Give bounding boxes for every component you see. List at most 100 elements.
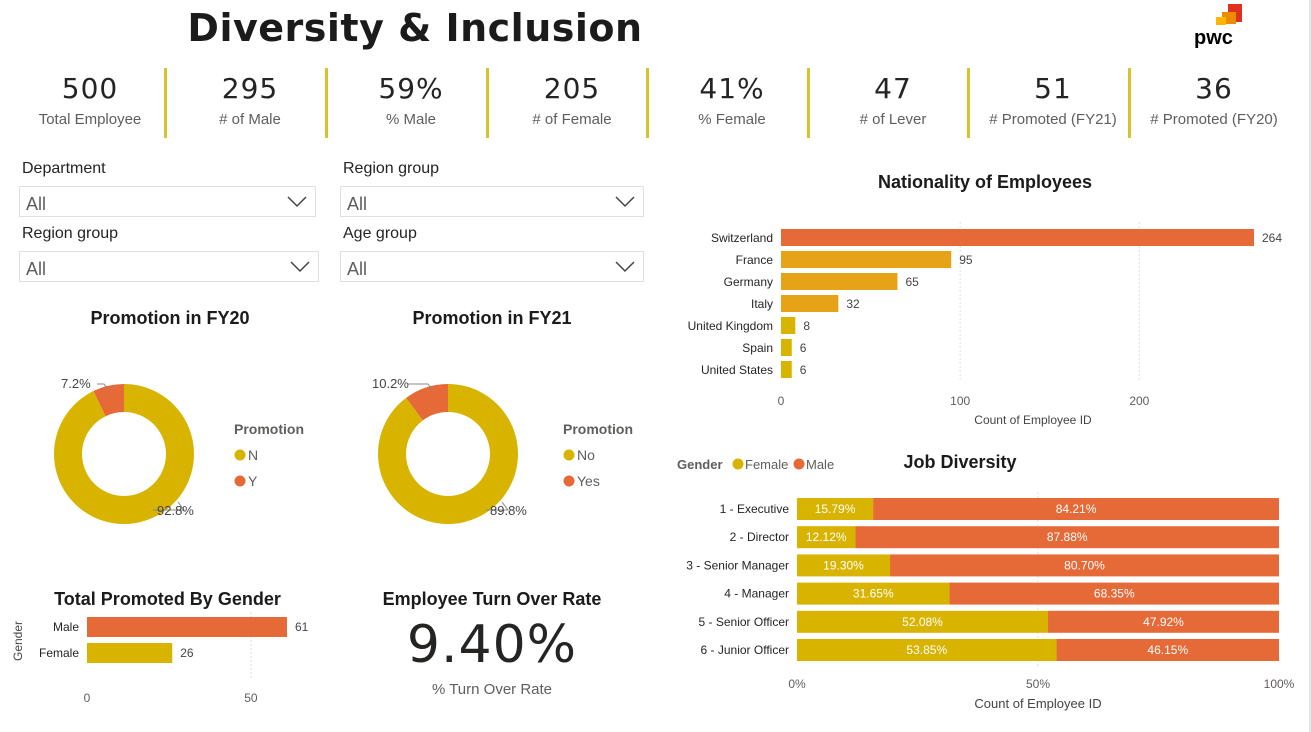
logo-text: pwc <box>1194 27 1233 49</box>
chevron-down-icon <box>290 261 310 273</box>
category-label: Italy <box>751 297 773 311</box>
kpi-label: Total Employee <box>38 111 142 128</box>
data-label: 8 <box>803 319 810 333</box>
data-label: 84.21% <box>1056 502 1097 516</box>
data-label: 15.79% <box>815 502 856 516</box>
kpi-label: # of Female <box>532 111 612 128</box>
kpi-separator <box>486 68 489 138</box>
x-axis-title: Count of Employee ID <box>974 413 1092 427</box>
category-label: Spain <box>742 341 773 355</box>
page-title: Diversity & Inclusion <box>187 6 643 50</box>
age-group-value: All <box>347 259 368 279</box>
data-label: 53.85% <box>906 643 947 657</box>
y-axis-title: Gender <box>11 621 25 661</box>
donut-slice-yes <box>406 384 448 421</box>
kpi-card: 59% % Male <box>331 72 491 128</box>
page-border <box>1309 0 1311 732</box>
age-group-dropdown[interactable]: All <box>340 251 644 282</box>
label-leader-line <box>97 383 109 391</box>
slicer-label-age-group: Age group <box>343 225 417 242</box>
donut-slice-y <box>93 384 124 417</box>
data-label: 80.70% <box>1064 558 1105 572</box>
kpi-value: 59% <box>378 72 444 105</box>
tick-label: 100 <box>950 394 970 408</box>
donut-slice-n <box>53 384 194 524</box>
category-label: 6 - Junior Officer <box>701 643 789 657</box>
legend-item: Male <box>806 457 834 472</box>
category-label: 4 - Manager <box>724 587 789 601</box>
slicer-label-region-group: Region group <box>343 160 440 177</box>
data-label: 46.15% <box>1147 643 1188 657</box>
donut-value-label: 7.2% <box>61 376 91 391</box>
legend-marker <box>234 449 246 461</box>
tick-label: 0% <box>788 677 806 691</box>
kpi-card: 295 # of Male <box>170 72 330 128</box>
data-label: 264 <box>1262 231 1282 245</box>
region-group-dropdown[interactable]: All <box>340 186 644 217</box>
kpi-separator <box>164 68 167 138</box>
data-label: 47.92% <box>1143 615 1184 629</box>
donut-value-label: 92.8% <box>157 503 194 518</box>
bar-male <box>890 554 1279 577</box>
pwc-logo-mark: pwc <box>1194 4 1242 49</box>
bar-male <box>1048 610 1279 633</box>
department-dropdown[interactable]: All <box>19 186 316 217</box>
kpi-card: 36 # Promoted (FY20) <box>1134 72 1294 128</box>
legend-marker <box>563 449 575 461</box>
category-label: 2 - Director <box>730 530 789 544</box>
bar <box>781 317 796 334</box>
legend-title: Gender <box>677 457 723 472</box>
legend-marker <box>732 458 744 470</box>
kpi-value: 51 <box>1034 72 1072 105</box>
bar <box>781 361 792 378</box>
pwc-logo: pwc <box>1192 4 1252 50</box>
donut-value-label: 10.2% <box>372 376 409 391</box>
bar <box>87 643 173 663</box>
department-value: All <box>26 194 47 214</box>
category-label: Female <box>39 646 79 660</box>
bar-female <box>797 610 1049 633</box>
job-diversity-chart: Gender Female Male 1 - Executive 15.79% 84.21… <box>677 457 1295 711</box>
region-group-2-value: All <box>26 259 47 279</box>
legend-item: Female <box>745 457 788 472</box>
data-label: 65 <box>905 275 919 289</box>
bar <box>781 339 792 356</box>
legend-title: Promotion <box>563 421 633 437</box>
bar-female <box>797 639 1057 661</box>
bar <box>87 617 287 637</box>
kpi-label: % Male <box>385 111 437 128</box>
legend-item: N <box>248 447 258 463</box>
label-leader-line <box>153 501 185 511</box>
category-label: Switzerland <box>711 231 773 245</box>
chevron-down-icon <box>615 196 635 208</box>
legend-item: Y <box>248 473 258 489</box>
data-label: 32 <box>846 297 860 311</box>
data-label: 61 <box>295 620 309 634</box>
legend-title: Promotion <box>234 421 304 437</box>
legend-marker <box>793 458 805 470</box>
kpi-separator <box>807 68 810 138</box>
tick-label: 50 <box>244 691 258 705</box>
region-group-dropdown-2[interactable]: All <box>19 251 319 282</box>
chevron-down-icon <box>287 196 307 208</box>
kpi-label: # Promoted (FY21) <box>989 111 1117 128</box>
bar-male <box>873 498 1279 520</box>
label-leader-line <box>408 383 433 391</box>
data-label: 26 <box>180 646 194 660</box>
tick-label: 200 <box>1129 394 1149 408</box>
tick-label: 0 <box>778 394 785 408</box>
data-label: 19.30% <box>823 558 864 572</box>
data-label: 6 <box>800 363 807 377</box>
category-label: 1 - Executive <box>720 502 790 516</box>
data-label: 6 <box>800 341 807 355</box>
category-label: United States <box>701 363 773 377</box>
kpi-value: 47 <box>874 72 912 105</box>
bar-male <box>855 526 1279 549</box>
kpi-value: 500 <box>61 72 119 105</box>
category-label: United Kingdom <box>688 319 773 333</box>
turnover-title: Employee Turn Over Rate <box>382 589 602 609</box>
legend-item: Yes <box>577 473 600 489</box>
category-label: 3 - Senior Manager <box>686 558 789 572</box>
promoted-by-gender-title: Total Promoted By Gender <box>54 589 281 609</box>
slicer-label-department: Department <box>22 160 106 177</box>
